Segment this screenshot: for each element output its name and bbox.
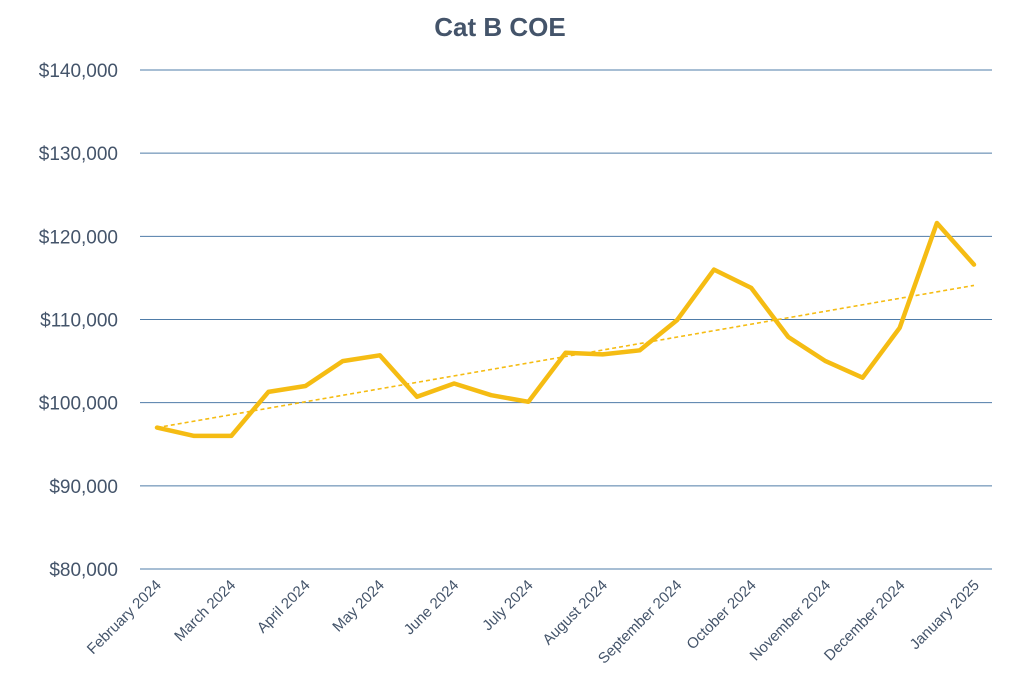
y-tick-label: $90,000	[49, 477, 118, 498]
y-tick-label: $130,000	[39, 144, 118, 165]
y-tick-label: $80,000	[49, 560, 118, 581]
gridlines	[140, 70, 992, 569]
series-layer	[157, 223, 974, 436]
x-tick-label: May 2024	[329, 577, 388, 636]
y-tick-label: $110,000	[40, 311, 118, 332]
x-tick-label: August 2024	[539, 577, 611, 649]
x-tick-label: June 2024	[401, 577, 463, 639]
y-tick-label: $120,000	[39, 227, 118, 248]
series-line	[157, 223, 974, 436]
x-tick-label: April 2024	[254, 577, 314, 637]
x-tick-label: March 2024	[171, 577, 239, 645]
y-axis-tick-labels: $80,000 $90,000 $100,000 $110,000 $120,000 $1…	[39, 61, 118, 581]
x-tick-label: February 2024	[84, 577, 165, 658]
x-tick-label: December 2024	[821, 577, 908, 664]
x-tick-label: October 2024	[683, 577, 759, 653]
chart-title: Cat B COE	[0, 12, 1000, 43]
y-tick-label: $140,000	[39, 61, 118, 82]
x-tick-label: July 2024	[479, 577, 536, 634]
x-tick-label: January 2025	[907, 577, 983, 653]
y-tick-label: $100,000	[39, 394, 118, 415]
